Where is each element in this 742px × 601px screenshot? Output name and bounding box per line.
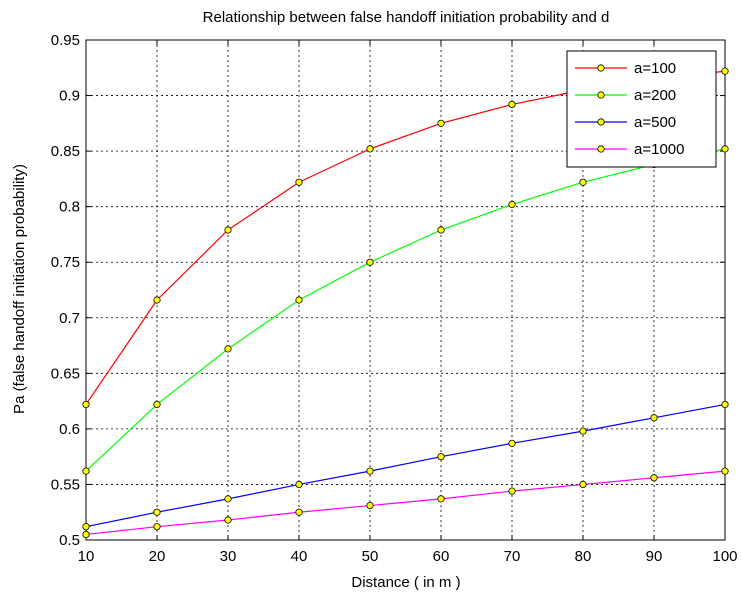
data-point (295, 296, 303, 304)
data-point (437, 226, 445, 234)
data-point (82, 530, 90, 539)
data-point (579, 480, 587, 489)
data-point (295, 178, 303, 186)
data-point (366, 145, 374, 153)
data-point (721, 67, 729, 75)
data-point (224, 516, 232, 524)
x-tick-label: 100 (712, 548, 737, 565)
y-tick-label: 0.85 (51, 143, 80, 160)
y-tick-label: 0.9 (59, 88, 80, 105)
y-tick-label: 0.6 (59, 421, 80, 438)
data-point (295, 480, 303, 489)
data-point (508, 200, 516, 209)
data-point (437, 495, 445, 503)
x-tick-label: 30 (220, 548, 237, 565)
x-tick-label: 80 (575, 548, 592, 565)
x-tick-label: 90 (646, 548, 663, 565)
data-point (508, 439, 516, 447)
x-axis-label: Distance ( in m ) (351, 574, 460, 591)
data-point (366, 467, 374, 475)
y-tick-label: 0.8 (59, 199, 80, 216)
legend-marker (597, 91, 605, 99)
legend-marker (597, 64, 605, 72)
legend-box (566, 50, 717, 168)
axes-layer: 10 20 30 40 50 60 70 80 90 100 0.5 0.55 0.6 0.65 0.7 0.… (51, 32, 738, 565)
data-point (508, 100, 516, 109)
y-tick-label: 0.95 (51, 32, 80, 49)
y-tick-label: 0.5 (59, 532, 80, 549)
x-tick-label: 20 (149, 548, 166, 565)
data-point (650, 414, 658, 422)
data-point (721, 145, 729, 153)
data-point (437, 119, 445, 127)
series-line (85, 403, 726, 528)
data-point (721, 467, 729, 475)
x-tick-label: 60 (433, 548, 450, 565)
series-a=1000 (82, 467, 729, 539)
data-point (82, 523, 90, 531)
x-tick-label: 10 (78, 548, 95, 565)
data-point (82, 467, 90, 475)
data-point (366, 501, 374, 510)
legend-marker (597, 118, 605, 126)
legend-label: a=500 (634, 114, 676, 131)
data-point (224, 495, 232, 503)
data-point (508, 487, 516, 495)
x-tick-label: 50 (362, 548, 379, 565)
legend-marker (597, 145, 605, 153)
data-point (437, 453, 445, 461)
data-point (153, 508, 161, 516)
data-point (153, 296, 161, 304)
data-point (82, 400, 90, 409)
data-point (153, 400, 161, 409)
data-point (579, 178, 587, 186)
y-tick-label: 0.55 (51, 476, 80, 493)
series-a=500 (82, 400, 729, 531)
legend-label: a=200 (634, 87, 676, 104)
data-point (224, 345, 232, 353)
legend-label: a=1000 (634, 141, 684, 158)
legend: a=100 a=200 a=500 a=1000 (566, 50, 717, 168)
y-tick-label: 0.7 (59, 310, 80, 327)
series-line (85, 470, 726, 536)
chart-title: Relationship between false handoff initi… (203, 9, 610, 26)
y-axis-label: Pa (false handoff initiation probability… (11, 164, 28, 414)
data-point (650, 474, 658, 482)
x-tick-label: 70 (504, 548, 521, 565)
x-tick-label: 40 (291, 548, 308, 565)
data-point (366, 258, 374, 266)
data-point (224, 226, 232, 234)
y-tick-label: 0.65 (51, 365, 80, 382)
y-tick-label: 0.75 (51, 254, 80, 271)
legend-label: a=100 (634, 60, 676, 77)
data-point (721, 400, 729, 409)
plot-frame (85, 39, 726, 541)
data-point (153, 523, 161, 531)
data-point (295, 508, 303, 516)
series-line (85, 148, 726, 472)
data-point (579, 427, 587, 435)
